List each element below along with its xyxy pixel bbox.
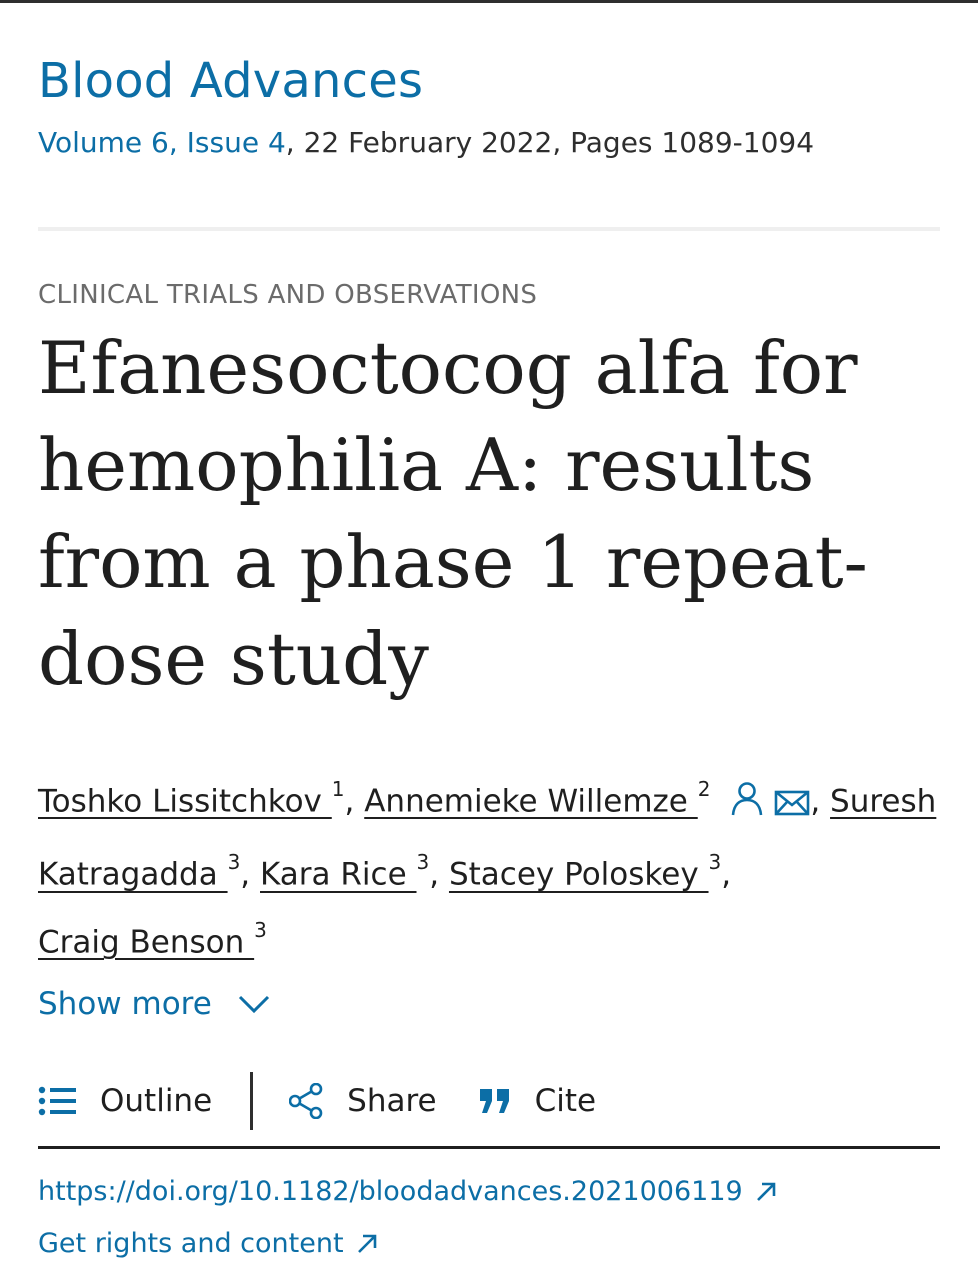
author-link[interactable]: Stacey Poloskey: [448, 856, 709, 893]
quote-icon: [479, 1089, 509, 1113]
share-icon: [289, 1083, 323, 1119]
doi-text: https://doi.org/10.1182/bloodadvances.20…: [38, 1176, 743, 1207]
external-link-icon: [756, 1182, 775, 1201]
issue-info: Volume 6, Issue 4, 22 February 2022, Pag…: [38, 124, 814, 162]
author-link[interactable]: Toshko Lissitchkov: [38, 783, 332, 820]
outline-label: Outline: [100, 1083, 213, 1119]
toolbar-separator: [250, 1072, 254, 1130]
top-border: [0, 0, 978, 3]
article-toolbar: Outline Share Cite: [38, 1068, 940, 1134]
author-link[interactable]: Kara Rice: [260, 856, 417, 893]
doi-link[interactable]: https://doi.org/10.1182/bloodadvances.20…: [38, 1176, 777, 1207]
cite-label: Cite: [534, 1083, 597, 1119]
rights-text: Get rights and content: [38, 1228, 344, 1259]
mail-icon[interactable]: [774, 778, 810, 837]
author-affiliation: 3: [708, 850, 722, 875]
show-more-label: Show more: [38, 986, 212, 1022]
author-affiliation: 3: [416, 850, 430, 875]
show-more-button[interactable]: Show more: [38, 986, 270, 1022]
chevron-down-icon: [238, 995, 269, 1014]
external-link-icon: [357, 1234, 376, 1253]
author-affiliation: 3: [227, 850, 241, 875]
date-pages: , 22 February 2022, Pages 1089-1094: [285, 126, 815, 159]
person-icon[interactable]: [730, 778, 764, 837]
article-category: CLINICAL TRIALS AND OBSERVATIONS: [38, 280, 538, 310]
list-icon: [38, 1086, 76, 1116]
author-link[interactable]: Craig Benson: [38, 923, 255, 960]
author-list: Toshko Lissitchkov 1, Annemieke Willemze…: [38, 777, 937, 960]
author-affiliation: 1: [331, 777, 345, 801]
author-link[interactable]: Annemieke Willemze: [364, 783, 698, 820]
toolbar-divider: [38, 1146, 940, 1149]
author-link[interactable]: Suresh Katragadda: [38, 783, 937, 893]
journal-title[interactable]: Blood Advances: [38, 53, 424, 109]
outline-button[interactable]: Outline: [38, 1083, 212, 1119]
author-affiliation: 3: [254, 917, 267, 942]
rights-link[interactable]: Get rights and content: [38, 1228, 378, 1259]
header-divider: [38, 227, 940, 231]
article-title: Efanesoctocog alfa for hemophilia A: res…: [38, 326, 868, 701]
share-button[interactable]: Share: [289, 1083, 437, 1119]
volume-issue-link[interactable]: Volume 6, Issue 4: [38, 126, 286, 159]
cite-button[interactable]: Cite: [479, 1083, 597, 1119]
author-affiliation: 2: [697, 777, 711, 801]
share-label: Share: [347, 1083, 437, 1119]
